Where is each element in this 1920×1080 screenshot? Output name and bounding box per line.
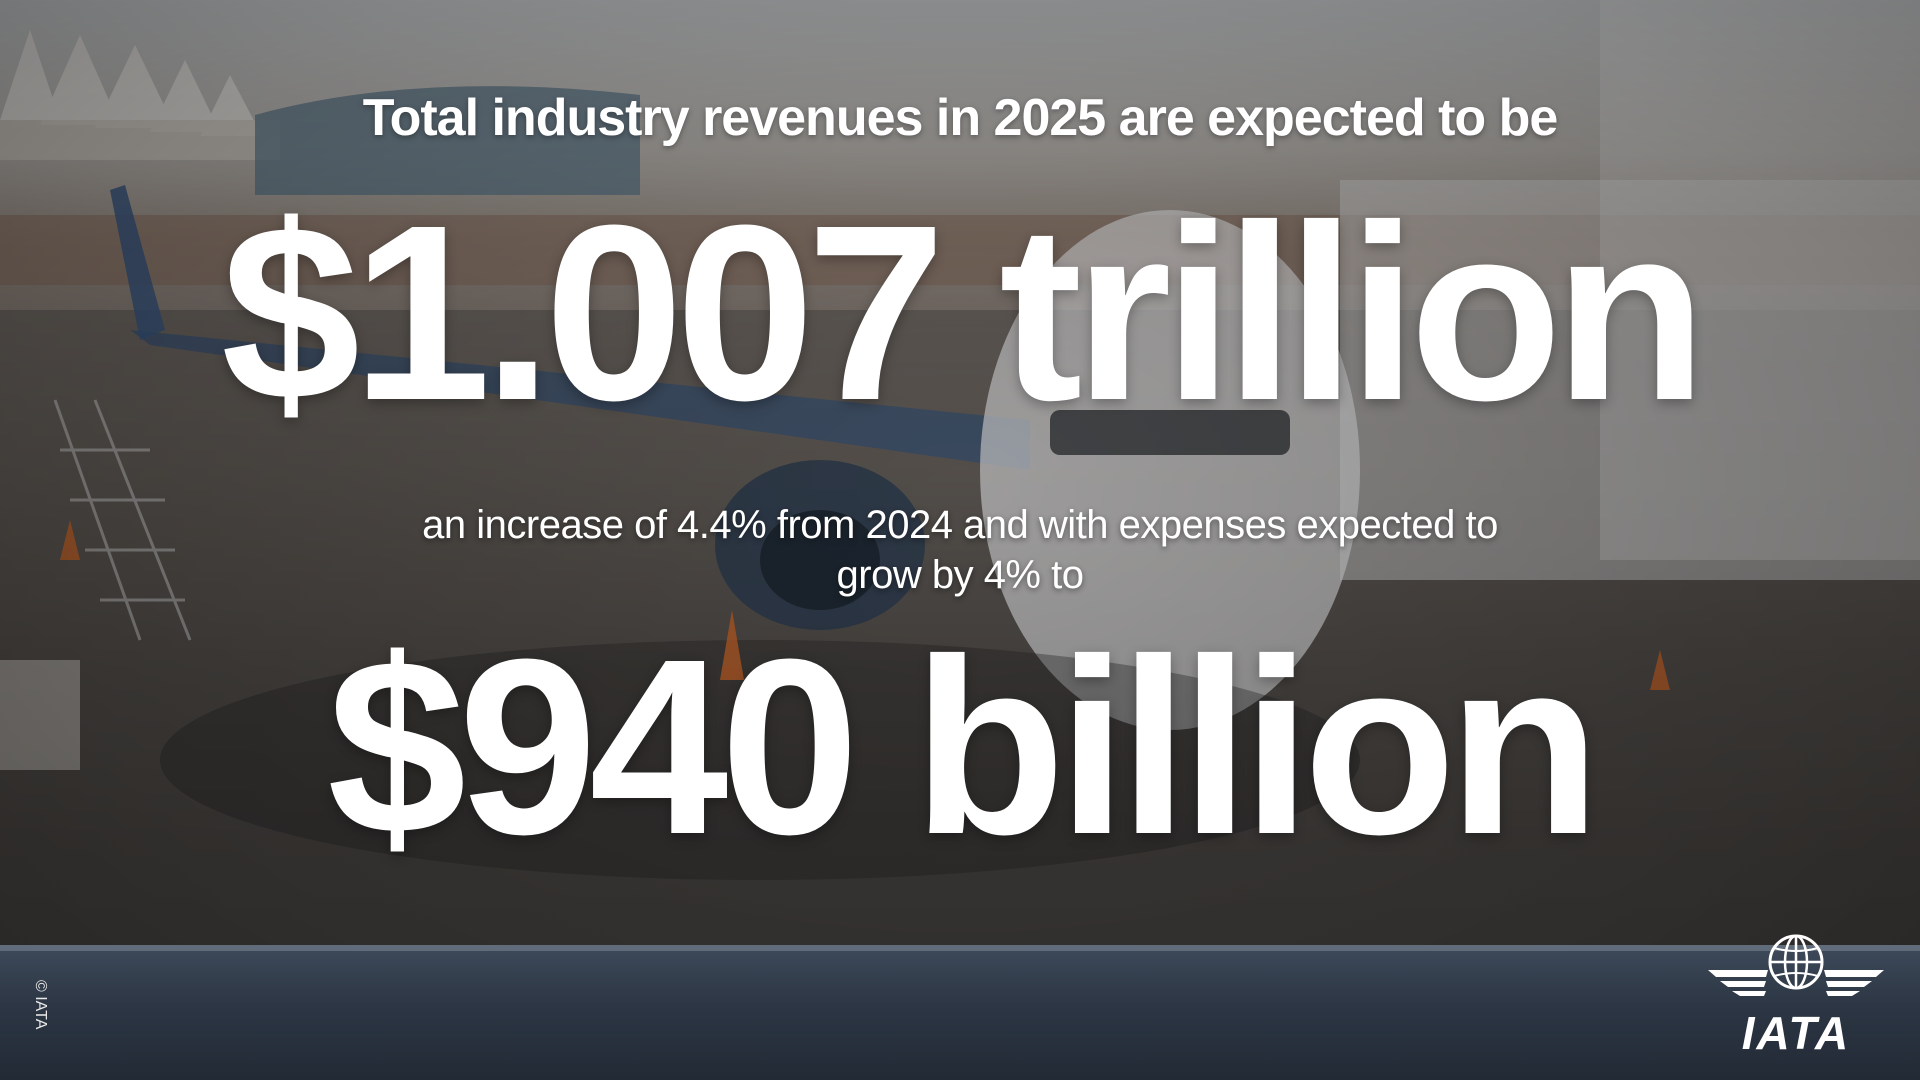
subtext: an increase of 4.4% from 2024 and with e… bbox=[310, 500, 1610, 600]
subtext-line-1: an increase of 4.4% from 2024 and with e… bbox=[422, 503, 1498, 547]
iata-logo-text: IATA bbox=[1741, 1007, 1851, 1059]
expenses-figure: $940 billion bbox=[327, 607, 1601, 886]
window-frame-bar bbox=[0, 945, 1920, 1080]
copyright-notice: © IATA bbox=[32, 980, 49, 1030]
iata-logo: IATA bbox=[1706, 930, 1886, 1060]
globe-wings-icon bbox=[1708, 934, 1884, 996]
headline: Total industry revenues in 2025 are expe… bbox=[362, 89, 1559, 147]
subtext-line-2: grow by 4% to bbox=[836, 553, 1084, 597]
revenue-figure: $1.007 trillion bbox=[221, 173, 1707, 452]
